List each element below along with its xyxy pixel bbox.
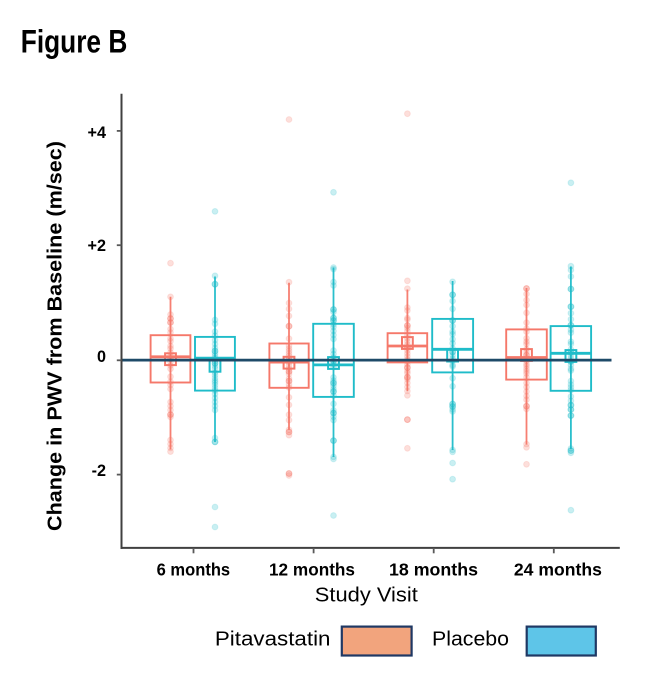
svg-text:Pitavastatin: Pitavastatin [215, 628, 331, 650]
svg-text:+2: +2 [88, 237, 106, 255]
svg-text:Study Visit: Study Visit [315, 584, 418, 607]
svg-text:Change in PWV from Baseline (m: Change in PWV from Baseline (m/sec) [43, 141, 66, 531]
svg-text:-2: -2 [92, 462, 106, 480]
svg-text:12 months: 12 months [269, 559, 355, 579]
svg-text:18 months: 18 months [389, 559, 478, 579]
svg-text:Figure B: Figure B [21, 24, 128, 60]
svg-text:+4: +4 [88, 124, 106, 142]
svg-text:24 months: 24 months [514, 559, 602, 579]
svg-text:Placebo: Placebo [432, 628, 509, 650]
svg-text:0: 0 [97, 348, 106, 366]
svg-text:6 months: 6 months [157, 559, 231, 579]
